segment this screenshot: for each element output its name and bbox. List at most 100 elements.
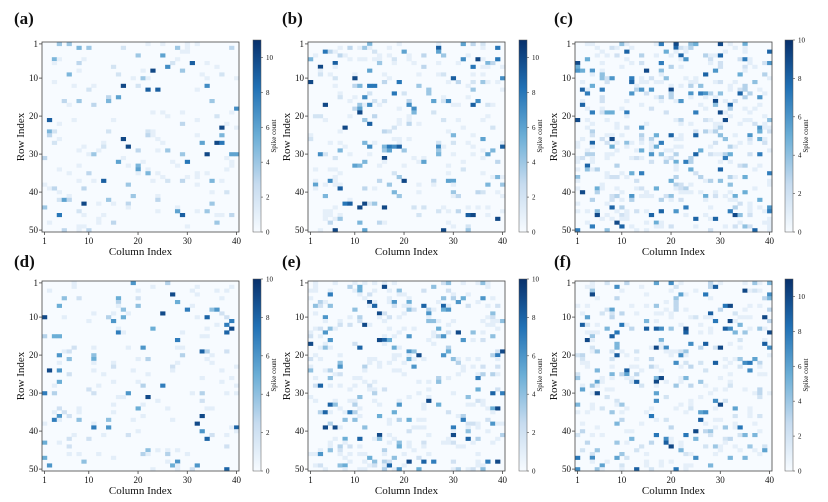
heatmap-cell — [372, 49, 378, 54]
heatmap-cell — [381, 319, 388, 324]
heatmap-cell — [717, 345, 724, 350]
heatmap-cell — [411, 106, 417, 111]
heatmap-cell — [179, 121, 186, 126]
heatmap-cell — [624, 213, 630, 218]
heatmap-cell — [668, 315, 674, 320]
heatmap-cell — [76, 406, 82, 411]
heatmap-cell — [609, 45, 615, 50]
x-tick-label: 10 — [350, 475, 360, 485]
heatmap-cell — [475, 376, 481, 381]
heatmap-cell — [312, 281, 319, 286]
heatmap-cell — [352, 398, 358, 403]
heatmap-cell — [81, 144, 87, 149]
heatmap-cell — [575, 68, 581, 73]
heatmap-cell — [234, 152, 240, 157]
heatmap-cell — [61, 296, 67, 301]
heatmap-cell — [480, 338, 486, 343]
heatmap-cell — [386, 288, 393, 293]
heatmap-cell — [155, 197, 161, 202]
heatmap-cell — [406, 307, 412, 312]
y-tick-label: 10 — [295, 73, 305, 83]
heatmap-cell — [594, 391, 600, 396]
heatmap-cell — [678, 364, 684, 369]
heatmap-cell — [115, 159, 122, 164]
heatmap-cell — [698, 83, 704, 88]
heatmap-cell — [727, 319, 733, 324]
heatmap-cell — [712, 80, 719, 85]
heatmap-cell — [421, 425, 427, 430]
heatmap-cell — [727, 303, 733, 308]
heatmap-cell — [653, 133, 660, 138]
heatmap-cell — [406, 429, 412, 434]
y-tick-label: 40 — [29, 426, 39, 436]
heatmap-cell — [312, 53, 319, 58]
heatmap-cell — [322, 345, 328, 350]
heatmap-cell — [381, 80, 388, 85]
heatmap-cell — [170, 292, 176, 297]
heatmap-cell — [160, 53, 166, 58]
heatmap-cell — [56, 334, 62, 339]
y-tick-label: 1 — [300, 278, 305, 288]
heatmap-cell — [391, 91, 397, 96]
heatmap-cell — [376, 436, 383, 441]
heatmap-cell — [673, 186, 679, 191]
heatmap-cell — [703, 178, 709, 183]
heatmap-cell — [391, 190, 397, 195]
heatmap-cell — [629, 197, 635, 202]
heatmap-cell — [683, 330, 689, 335]
heatmap-cell — [589, 224, 595, 229]
heatmap-cell — [229, 159, 235, 164]
heatmap-cell — [165, 178, 171, 183]
heatmap-cell — [184, 452, 191, 457]
heatmap-cell — [234, 425, 240, 430]
heatmap-cell — [332, 76, 338, 81]
heatmap-cell — [658, 99, 664, 104]
heatmap-cell — [619, 372, 625, 377]
heatmap-cell — [209, 190, 215, 195]
heatmap-cell — [155, 209, 161, 214]
heatmap-cell — [688, 402, 694, 407]
heatmap-cell — [421, 159, 427, 164]
heatmap-cell — [614, 440, 620, 445]
heatmap-cell — [604, 133, 610, 138]
heatmap-cell — [145, 42, 151, 47]
heatmap-cell — [495, 436, 501, 441]
heatmap-cell — [604, 307, 610, 312]
heatmap-cell — [480, 319, 486, 324]
heatmap-cell — [179, 110, 186, 115]
heatmap-cell — [703, 106, 709, 111]
heatmap-cell — [762, 448, 768, 453]
heatmap-cell — [381, 463, 388, 468]
heatmap-cell — [372, 281, 378, 286]
heatmap-cell — [199, 376, 205, 381]
heatmap-cell — [727, 87, 733, 92]
heatmap-cell — [688, 383, 694, 388]
heatmap-cell — [234, 76, 240, 81]
heatmap-cell — [589, 133, 595, 138]
heatmap-cell — [219, 213, 225, 218]
heatmap-cell — [653, 417, 660, 422]
heatmap-cell — [683, 349, 689, 354]
heatmap-cell — [406, 99, 412, 104]
heatmap-cell — [204, 349, 210, 354]
heatmap-cell — [475, 205, 481, 210]
heatmap-cell — [174, 345, 181, 350]
heatmap-cell — [76, 296, 82, 301]
heatmap-cell — [727, 175, 733, 180]
heatmap-cell — [599, 186, 605, 191]
heatmap-cell — [391, 137, 397, 142]
heatmap-cell — [317, 463, 324, 468]
heatmap-cell — [465, 83, 471, 88]
heatmap-cell — [470, 330, 476, 335]
heatmap-cell — [386, 53, 393, 58]
heatmap-cell — [683, 353, 689, 358]
heatmap-cell — [56, 190, 62, 195]
heatmap-cell — [229, 163, 235, 168]
heatmap-cell — [584, 209, 591, 214]
heatmap-cell — [204, 326, 210, 331]
heatmap-cell — [140, 68, 146, 73]
heatmap-cell — [179, 345, 186, 350]
heatmap-cell — [742, 307, 748, 312]
heatmap-cell — [609, 152, 615, 157]
